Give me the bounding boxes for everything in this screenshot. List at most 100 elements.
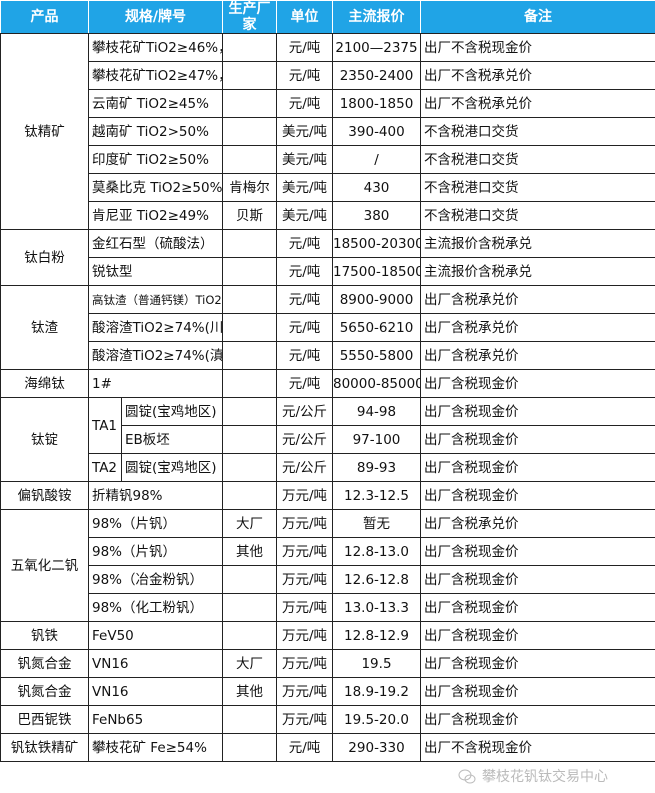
note-cell: 出厂含税承兑价 bbox=[420, 313, 655, 342]
spec-cell: 印度矿 TiO2≥50% bbox=[88, 145, 223, 174]
maker-cell bbox=[222, 145, 277, 174]
header-spec: 规格/牌号 bbox=[88, 0, 223, 34]
maker-cell bbox=[222, 229, 277, 258]
note-cell: 出厂不含税承兑价 bbox=[420, 61, 655, 90]
note-cell: 出厂含税现金价 bbox=[420, 453, 655, 482]
unit-cell: 万元/吨 bbox=[276, 565, 333, 594]
maker-cell bbox=[222, 61, 277, 90]
unit-cell: 元/吨 bbox=[276, 285, 333, 314]
table-row: 肯尼亚 TiO2≥49% 贝斯 美元/吨 380 不含税港口交货 bbox=[1, 201, 655, 230]
unit-cell: 万元/吨 bbox=[276, 705, 333, 734]
maker-cell bbox=[222, 285, 277, 314]
spec-cell: 1# bbox=[88, 369, 223, 398]
table-row: 锐钛型 元/吨 17500-18500 主流报价含税承兑 bbox=[1, 257, 655, 286]
maker-cell bbox=[222, 621, 277, 650]
unit-cell: 元/公斤 bbox=[276, 425, 333, 454]
note-cell: 不含税港口交货 bbox=[420, 117, 655, 146]
product-cell: 海绵钛 bbox=[0, 369, 89, 398]
table-row: 98%（片钒） 其他 万元/吨 12.8-13.0 出厂含税现金价 bbox=[1, 537, 655, 566]
price-cell: 2350-2400 bbox=[332, 61, 421, 90]
table-row: 印度矿 TiO2≥50% 美元/吨 / 不含税港口交货 bbox=[1, 145, 655, 174]
maker-cell bbox=[222, 705, 277, 734]
note-cell: 出厂含税现金价 bbox=[420, 705, 655, 734]
product-cell: 钛白粉 bbox=[0, 229, 89, 286]
note-cell: 不含税港口交货 bbox=[420, 201, 655, 230]
spec-cell: TA2 bbox=[88, 453, 122, 482]
unit-cell: 美元/吨 bbox=[276, 145, 333, 174]
spec-cell: VN16 bbox=[88, 677, 223, 706]
product-cell: 偏钒酸铵 bbox=[0, 481, 89, 510]
note-cell: 出厂不含税现金价 bbox=[420, 33, 655, 62]
sub-spec-cell: EB板坯 bbox=[121, 425, 223, 454]
product-cell: 钒钛铁精矿 bbox=[0, 733, 89, 762]
unit-cell: 元/吨 bbox=[276, 229, 333, 258]
table-row: 钛锭 TA1 圆锭(宝鸡地区) 元/公斤 94-98 出厂含税现金价 bbox=[0, 397, 655, 482]
unit-cell: 元/吨 bbox=[276, 733, 333, 762]
maker-cell bbox=[222, 313, 277, 342]
maker-cell bbox=[222, 453, 277, 482]
table-row: 云南矿 TiO2≥45% 元/吨 1800-1850 出厂不含税承兑价 bbox=[1, 89, 655, 118]
spec-cell: 金红石型（硫酸法） bbox=[88, 229, 223, 258]
table-row: 酸溶渣TiO2≥74%(川) 元/吨 5650-6210 出厂含税承兑价 bbox=[1, 313, 655, 342]
unit-cell: 元/吨 bbox=[276, 369, 333, 398]
price-cell: 19.5 bbox=[332, 649, 421, 678]
price-cell: 8900-9000 bbox=[332, 285, 421, 314]
spec-cell: 98%（片钒） bbox=[88, 509, 223, 538]
maker-cell: 贝斯 bbox=[222, 201, 277, 230]
price-cell: 290-330 bbox=[332, 733, 421, 762]
spec-cell: 98%（片钒） bbox=[88, 537, 223, 566]
spec-cell: 酸溶渣TiO2≥74%(川) bbox=[88, 313, 223, 342]
product-cell: 钛渣 bbox=[0, 285, 89, 370]
spec-cell: 攀枝花矿 Fe≥54% bbox=[88, 733, 223, 762]
spec-cell: FeV50 bbox=[88, 621, 223, 650]
spec-cell: FeNb65 bbox=[88, 705, 223, 734]
maker-cell: 大厂 bbox=[222, 509, 277, 538]
spec-cell: TA1 bbox=[88, 397, 122, 454]
note-cell: 出厂含税现金价 bbox=[420, 425, 655, 454]
header-note: 备注 bbox=[420, 0, 655, 34]
table-row: 五氧化二钒 98%（片钒） 大厂 万元/吨 暂无 出厂含税承兑价 bbox=[0, 509, 655, 622]
unit-cell: 元/吨 bbox=[276, 61, 333, 90]
table-row: TA2 圆锭(宝鸡地区) 元/公斤 89-93 出厂含税现金价 bbox=[1, 453, 655, 482]
note-cell: 主流报价含税承兑 bbox=[420, 257, 655, 286]
price-cell: 80000-85000 bbox=[332, 369, 421, 398]
table-row: 钒铁 FeV50 万元/吨 12.8-12.9 出厂含税现金价 bbox=[0, 621, 655, 650]
unit-cell: 美元/吨 bbox=[276, 173, 333, 202]
table-row: 越南矿 TiO2>50% 美元/吨 390-400 不含税港口交货 bbox=[1, 117, 655, 146]
table-row: 钛白粉 金红石型（硫酸法） 元/吨 18500-20300 主流报价含税承兑 bbox=[0, 229, 655, 286]
maker-cell bbox=[222, 89, 277, 118]
spec-cell: 98%（化工粉钒） bbox=[88, 593, 223, 622]
price-cell: / bbox=[332, 145, 421, 174]
spec-cell: 云南矿 TiO2≥45% bbox=[88, 89, 223, 118]
table-row: 钒氮合金 VN16 大厂 万元/吨 19.5 出厂含税现金价 bbox=[0, 649, 655, 678]
price-cell: 89-93 bbox=[332, 453, 421, 482]
maker-cell bbox=[222, 341, 277, 370]
price-cell: 18.9-19.2 bbox=[332, 677, 421, 706]
table-row: 钒氮合金 VN16 其他 万元/吨 18.9-19.2 出厂含税现金价 bbox=[0, 677, 655, 706]
product-cell: 五氧化二钒 bbox=[0, 509, 89, 622]
maker-cell bbox=[222, 257, 277, 286]
note-cell: 出厂含税现金价 bbox=[420, 621, 655, 650]
spec-cell: 高钛渣（普通钙镁）TiO2 ≥90% bbox=[88, 285, 223, 314]
note-cell: 出厂不含税承兑价 bbox=[420, 89, 655, 118]
table-row: 98%（冶金粉钒） 万元/吨 12.6-12.8 出厂含税现金价 bbox=[1, 565, 655, 594]
unit-cell: 万元/吨 bbox=[276, 621, 333, 650]
table-body: 钛精矿攀枝花矿TiO2≥46%，10矿元/吨2100—2375出厂不含税现金价攀… bbox=[0, 33, 655, 762]
product-cell: 钛锭 bbox=[0, 397, 89, 482]
spec-cell: VN16 bbox=[88, 649, 223, 678]
unit-cell: 元/吨 bbox=[276, 89, 333, 118]
unit-cell: 万元/吨 bbox=[276, 481, 333, 510]
maker-cell bbox=[222, 397, 277, 426]
price-cell: 12.6-12.8 bbox=[332, 565, 421, 594]
maker-cell bbox=[222, 425, 277, 454]
maker-cell: 其他 bbox=[222, 537, 277, 566]
note-cell: 出厂含税现金价 bbox=[420, 565, 655, 594]
note-cell: 出厂含税现金价 bbox=[420, 593, 655, 622]
maker-cell bbox=[222, 565, 277, 594]
unit-cell: 万元/吨 bbox=[276, 537, 333, 566]
table-row: 巴西铌铁 FeNb65 万元/吨 19.5-20.0 出厂含税现金价 bbox=[0, 705, 655, 734]
note-cell: 主流报价含税承兑 bbox=[420, 229, 655, 258]
spec-cell: 锐钛型 bbox=[88, 257, 223, 286]
